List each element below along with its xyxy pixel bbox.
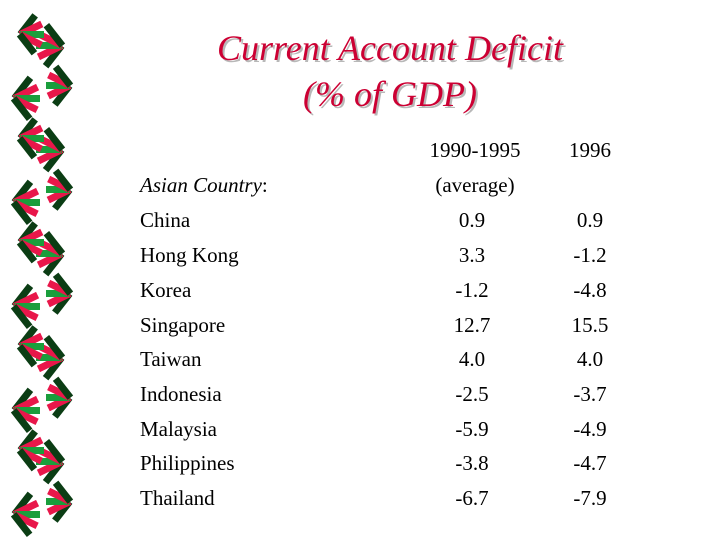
border-stripe (52, 64, 74, 88)
border-stripe (10, 304, 33, 329)
border-stripe (10, 408, 33, 433)
border-stripe (16, 344, 38, 368)
country-taiwan: Taiwan (140, 347, 202, 371)
y1996-value-singapore: 15.5 (571, 313, 609, 337)
border-stripe (52, 168, 74, 192)
slide-title-line-2: (% of GDP) (303, 74, 477, 114)
period-header-years: 1990-1995 (429, 138, 521, 162)
border-stripe (43, 127, 66, 152)
border-stripe (52, 480, 74, 504)
country-china: China (140, 208, 191, 232)
country-column-header: Asian Country: (140, 172, 268, 198)
period-header-average: (average) (435, 173, 515, 197)
country-philippines: Philippines (140, 451, 235, 475)
avg-value-singapore: 12.7 (453, 313, 491, 337)
y1996-value-china: 0.9 (576, 208, 604, 232)
border-stripe (10, 200, 33, 225)
border-stripe (43, 231, 66, 256)
avg-value-philippines: -3.8 (455, 451, 489, 475)
y1996-value-philippines: -4.7 (573, 451, 607, 475)
avg-value-china: 0.9 (458, 208, 486, 232)
country-thailand: Thailand (140, 486, 215, 510)
border-stripe (52, 376, 74, 400)
country-korea: Korea (140, 278, 192, 302)
border-stripe (10, 96, 33, 121)
country-singapore: Singapore (140, 313, 226, 337)
y1996-value-taiwan: 4.0 (576, 347, 604, 371)
border-stripe (43, 335, 66, 360)
avg-value-hong-kong: 3.3 (458, 243, 486, 267)
y1996-value-malaysia: -4.9 (573, 417, 607, 441)
country-malaysia: Malaysia (140, 417, 217, 441)
y1996-value-hong-kong: -1.2 (573, 243, 607, 267)
country-hong-kong: Hong Kong (140, 243, 239, 267)
avg-value-malaysia: -5.9 (455, 417, 489, 441)
border-stripe (16, 136, 38, 160)
country-header-label: Asian Country (140, 173, 262, 197)
country-header-colon: : (261, 173, 268, 197)
decorative-border (10, 13, 74, 537)
slide-title-line-1: Current Account Deficit (217, 28, 563, 68)
border-stripe (52, 272, 74, 296)
border-stripe (10, 512, 33, 537)
y1996-value-korea: -4.8 (573, 278, 607, 302)
year-header-1996: 1996 (569, 138, 611, 162)
y1996-value-indonesia: -3.7 (573, 382, 607, 406)
border-stripe (16, 32, 38, 56)
border-stripe (16, 240, 38, 264)
avg-value-thailand: -6.7 (455, 486, 489, 510)
avg-value-korea: -1.2 (455, 278, 489, 302)
avg-value-taiwan: 4.0 (458, 347, 486, 371)
border-stripe (43, 23, 66, 48)
border-stripe (43, 439, 66, 464)
y1996-value-thailand: -7.9 (573, 486, 607, 510)
country-indonesia: Indonesia (140, 382, 222, 406)
border-stripe (16, 448, 38, 472)
avg-value-indonesia: -2.5 (455, 382, 489, 406)
